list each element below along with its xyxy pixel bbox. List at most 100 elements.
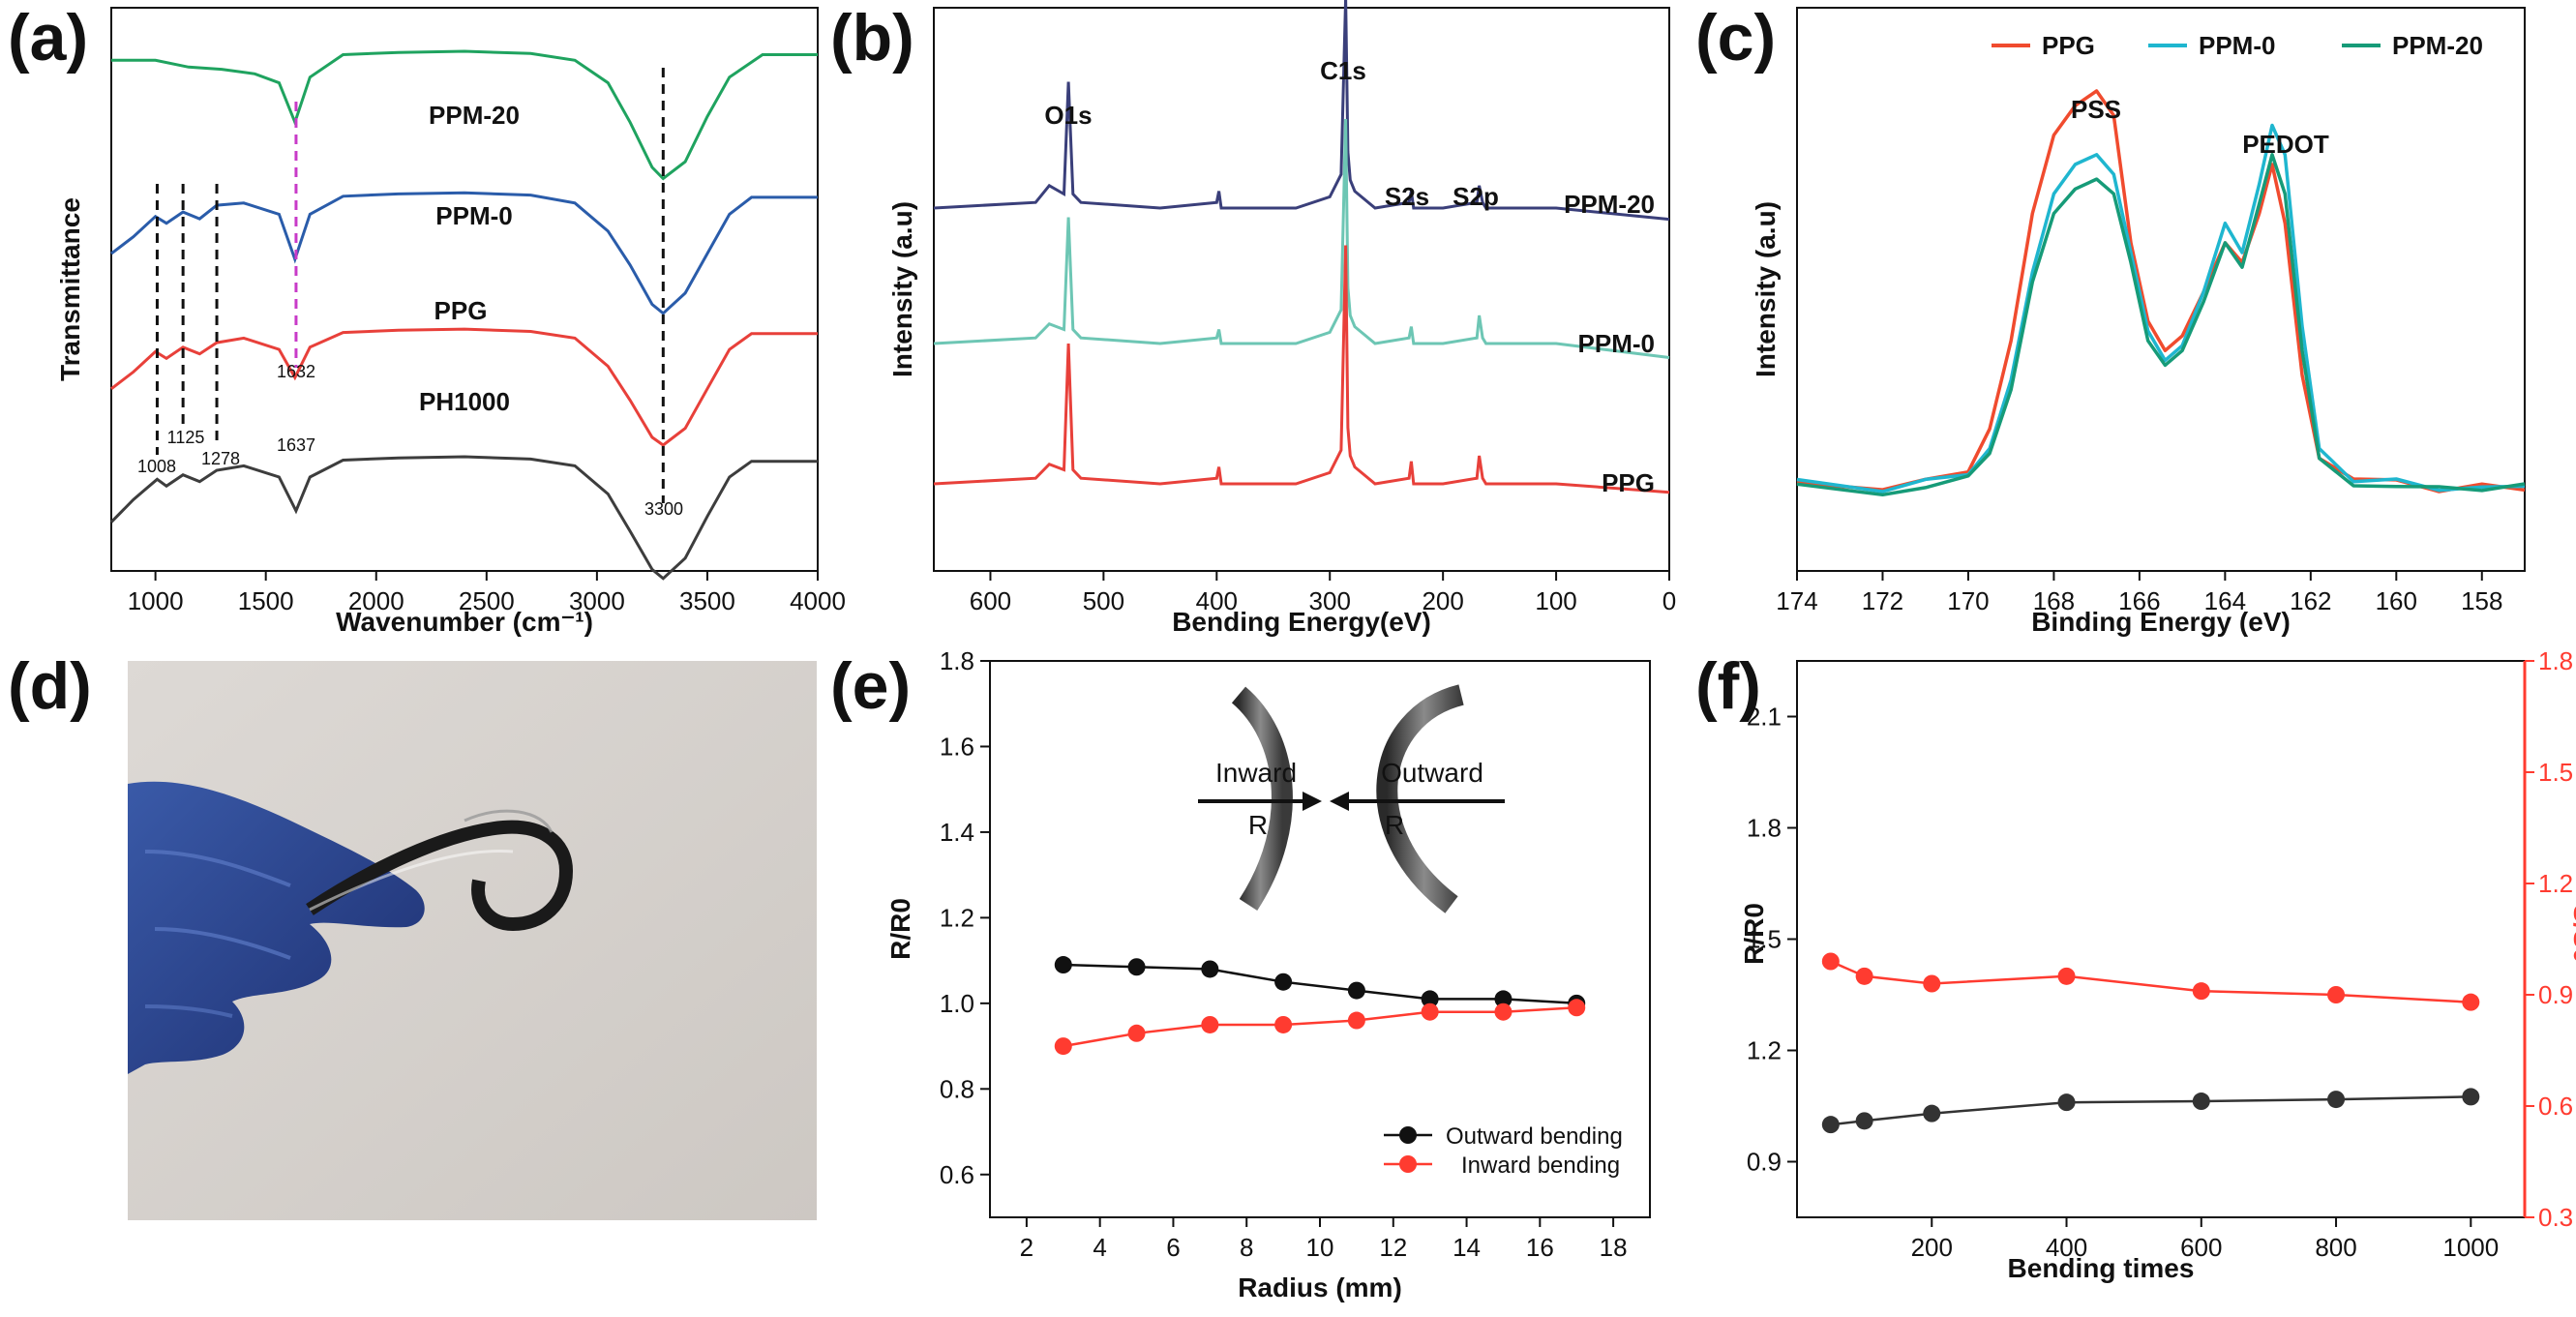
chart-e-ticks: 2 4 6 8 10 12 14 16 18 0.6 0.8 1.0 1.2 1.4 1.6 1.8 [940,646,1628,1262]
y-tick-label-1.6: 1.6 [940,732,974,761]
series-line-ppm-0 [110,191,818,315]
y-tick-label-1.8: 1.8 [1747,814,1782,843]
outward-point [1421,990,1439,1008]
x-tick-label-2000: 2000 [348,586,404,615]
inward-point [1054,1037,1072,1056]
y-tick-label-2.1: 2.1 [1747,703,1782,732]
x-tick-label-1000: 1000 [2442,1233,2499,1262]
peak-c1s: C1s [1320,56,1366,85]
x-tick-label-6: 6 [1166,1233,1180,1262]
s-s0-point [2462,993,2480,1011]
chart-c: 174 172 170 168 166 164 162 160 158 Binding Ener… [1751,7,2526,637]
outward-point [1274,973,1293,991]
chart-e-xlabel: Radius (mm) [1238,1272,1402,1302]
y2-tick-label-1.5: 1.5 [2538,758,2573,787]
gloved-hand-icon [128,781,425,1074]
x-tick-label-200: 200 [1422,586,1463,615]
inward-point [1494,1003,1513,1021]
x-tick-label-4000: 4000 [790,586,846,615]
s-s0-point [2327,986,2346,1003]
x-tick-label-400: 400 [1196,586,1238,615]
r-r0-point [1821,1116,1840,1134]
x-tick-label-1000: 1000 [128,586,184,615]
ann-1632: 1632 [277,362,315,381]
photo-d [128,661,817,1220]
ann-1125: 1125 [167,428,205,447]
x-tick-label-600: 600 [2180,1233,2222,1262]
chart-a-frame [110,7,819,572]
chart-f: 200 400 600 800 1000 0.9 1.2 1.5 1.8 2.1 0.3 0.6 0.9… [1739,646,2576,1283]
label-ppm20: PPM-20 [429,101,520,130]
r-r0-point [2462,1088,2480,1106]
chart-b-ticks: 600 500 400 300 200 100 0 [970,571,1676,615]
x-tick-label-174: 174 [1776,586,1817,615]
x-tick-label-168: 168 [2033,586,2075,615]
y-tick-label-0.6: 0.6 [940,1160,974,1189]
x-tick-label-164: 164 [2204,586,2246,615]
x-tick-label-16: 16 [1526,1233,1554,1262]
x-tick-label-600: 600 [970,586,1011,615]
y-tick-label-1: 1.0 [940,989,974,1018]
chart-e-legend: Outward bending Inward bending [1384,1123,1623,1179]
y2-tick-label-0.9: 0.9 [2538,980,2573,1009]
x-tick-label-14: 14 [1453,1233,1481,1262]
series-line-ppm-0 [933,118,1670,359]
chart-a-xlabel: Wavenumber (cm⁻¹) [336,607,593,637]
x-tick-label-500: 500 [1083,586,1124,615]
inward-point [1201,1015,1219,1033]
inward-arc-icon [1231,686,1293,911]
inset-inward: Inward [1215,758,1297,788]
x-tick-label-4: 4 [1093,1233,1106,1262]
ann-1637: 1637 [277,435,315,455]
label-b-ppg: PPG [1602,468,1655,497]
inset-r-left: R [1248,810,1268,840]
chart-b: 600 500 400 300 200 100 0 Bending Energy(eV) I… [887,0,1676,637]
y-tick-label-1.8: 1.8 [940,646,974,675]
y2-tick-label-1.2: 1.2 [2538,869,2573,898]
panel-label-b: (b) [830,1,914,75]
label-ppm0: PPM-0 [435,201,512,230]
chart-b-curves [933,0,1670,494]
chart-e: 2 4 6 8 10 12 14 16 18 0.6 0.8 1.0 1.2 1.4 1.6 1.8 Radi… [885,646,1651,1302]
y2-tick-label-0.6: 0.6 [2538,1092,2573,1121]
series-line-ppg [1796,89,2526,494]
panel-label-e: (e) [830,649,911,723]
legend-marker-inward [1399,1155,1417,1173]
x-tick-label-100: 100 [1535,586,1576,615]
x-tick-label-3500: 3500 [679,586,735,615]
series-line-ppg [933,245,1670,494]
r-r0-point [1923,1104,1941,1122]
legend-ppg: PPG [2042,31,2095,60]
chart-f-xlabel: Bending times [2008,1253,2195,1283]
chart-c-ticks: 174 172 170 168 166 164 162 160 158 [1776,571,2502,615]
y-tick-label-1.5: 1.5 [1747,925,1782,954]
chart-f-ticks: 200 400 600 800 1000 0.9 1.2 1.5 1.8 2.1 0.3 0.6 0.9… [1747,646,2573,1262]
label-b-ppm20: PPM-20 [1564,190,1655,219]
panel-label-c: (c) [1695,1,1776,75]
bending-inset-diagram: Inward Outward R R [1198,684,1505,913]
s-s0-point [1923,974,1941,993]
x-tick-label-170: 170 [1947,586,1989,615]
y-tick-label-1.2: 1.2 [1747,1036,1782,1065]
s-s0-point [2192,982,2210,1001]
x-tick-label-0: 0 [1662,586,1676,615]
x-tick-label-8: 8 [1240,1233,1253,1262]
y-tick-label-1.2: 1.2 [940,903,974,932]
y-tick-label-0.9: 0.9 [1747,1148,1782,1177]
panel-label-d: (d) [8,649,92,723]
chart-f-curves [1821,952,2480,1134]
r-r0-point [2057,1093,2076,1112]
ann-3300: 3300 [644,499,683,519]
inward-point [1274,1015,1293,1033]
peak-s2p: S2p [1453,182,1499,211]
inward-point [1127,1024,1146,1042]
inward-point [1347,1011,1365,1030]
x-tick-label-12: 12 [1379,1233,1407,1262]
peak-s2s: S2s [1385,182,1429,211]
chart-c-legend: PPG PPM-0 PPM-20 [1992,31,2483,60]
outward-point [1347,981,1365,1000]
peak-pss: PSS [2071,95,2121,124]
x-tick-label-18: 18 [1600,1233,1628,1262]
legend-outward: Outward bending [1446,1123,1623,1150]
